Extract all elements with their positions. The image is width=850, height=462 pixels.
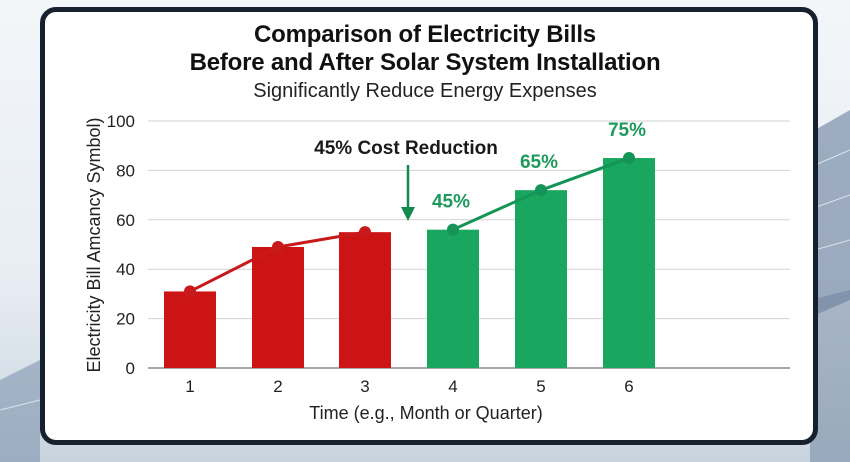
x-tick-label: 4 [448, 377, 457, 396]
y-tick-label: 40 [116, 260, 135, 279]
y-axis-label: Electricity Bill Amcancy Symbol) [84, 117, 104, 372]
bars [164, 158, 655, 368]
y-axis-ticks: 0 20 40 60 80 100 [107, 112, 135, 378]
data-label-6: 75% [608, 120, 646, 141]
x-axis-ticks: 1 2 3 4 5 6 [185, 377, 633, 396]
annotation-text: 45% Cost Reduction [314, 138, 498, 159]
y-tick-label: 60 [116, 211, 135, 230]
trend-line [184, 152, 635, 298]
annotation-group: 45% Cost Reduction [314, 138, 498, 221]
data-labels: 45% 65% 75% [432, 120, 646, 213]
trend-point-2 [272, 240, 284, 253]
data-label-4: 45% [432, 192, 470, 213]
trend-point-5 [535, 184, 547, 197]
x-tick-label: 2 [273, 377, 282, 396]
trend-point-1 [184, 285, 196, 298]
bar-4 [427, 229, 479, 368]
annotation-arrow-head [401, 207, 415, 221]
chart-title-line1: Comparison of Electricity Bills [254, 21, 596, 48]
bar-5 [515, 190, 567, 368]
chart-subtitle: Significantly Reduce Energy Expenses [253, 80, 597, 102]
x-tick-label: 6 [624, 377, 633, 396]
x-tick-label: 3 [360, 377, 369, 396]
chart-title-line2: Before and After Solar System Installati… [189, 49, 661, 76]
y-tick-label: 100 [107, 112, 135, 131]
chart-card [40, 7, 818, 445]
data-label-5: 65% [520, 152, 558, 173]
trend-point-6 [623, 152, 635, 165]
bar-6 [603, 158, 655, 368]
x-axis-label: Time (e.g., Month or Quarter) [309, 403, 542, 423]
y-tick-label: 20 [116, 310, 135, 329]
y-tick-label: 80 [116, 161, 135, 180]
bar-1 [164, 291, 216, 368]
x-tick-label: 1 [185, 377, 194, 396]
bar-3 [339, 232, 391, 368]
x-tick-label: 5 [536, 377, 545, 396]
trend-point-3 [359, 226, 371, 239]
bar-2 [252, 246, 304, 368]
y-tick-label: 0 [126, 359, 135, 378]
trend-point-4 [447, 223, 459, 236]
